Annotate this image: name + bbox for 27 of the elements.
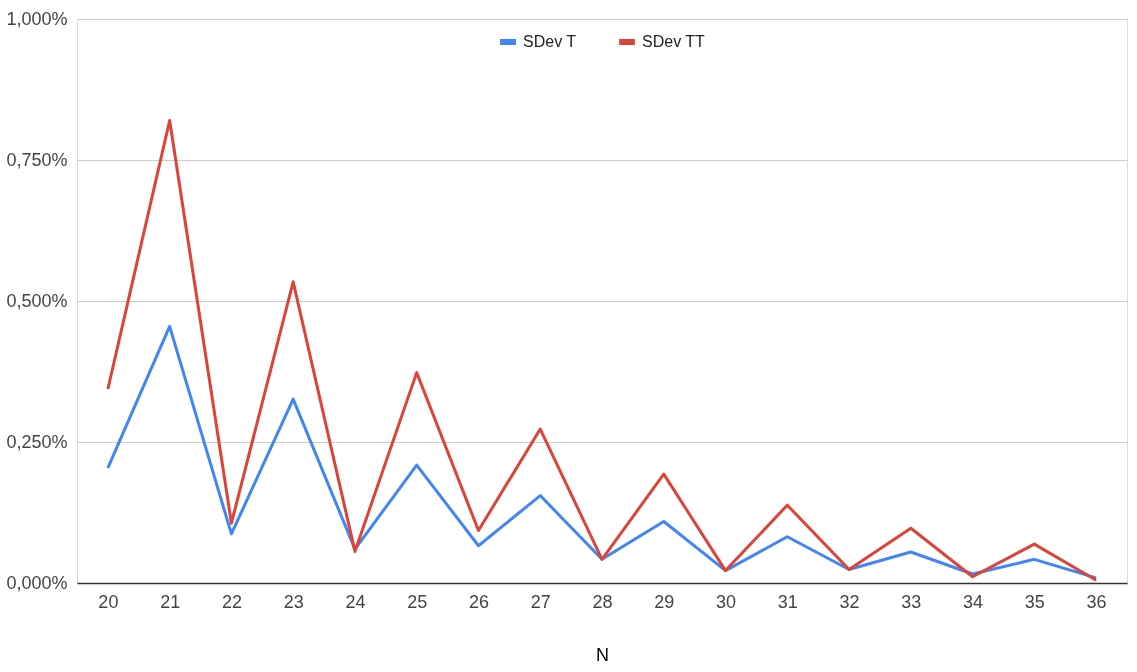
x-tick-label: 35 bbox=[1024, 591, 1045, 612]
x-tick-label: 33 bbox=[901, 591, 922, 612]
y-tick-label: 0,000% bbox=[6, 572, 68, 593]
x-tick-label: 24 bbox=[345, 591, 366, 612]
x-tick-label: 32 bbox=[839, 591, 860, 612]
y-tick-label: 0,250% bbox=[6, 431, 68, 452]
y-tick-label: 0,750% bbox=[6, 149, 68, 170]
x-tick-label: 36 bbox=[1086, 591, 1107, 612]
x-tick-label: 20 bbox=[98, 591, 119, 612]
x-tick-label: 21 bbox=[160, 591, 181, 612]
line-series bbox=[106, 119, 1098, 582]
legend-label: SDev T bbox=[523, 33, 577, 50]
x-tick-label: 30 bbox=[716, 591, 737, 612]
x-tick-label: 26 bbox=[468, 591, 489, 612]
x-tick-label: 31 bbox=[777, 591, 798, 612]
x-tick-label: 23 bbox=[283, 591, 304, 612]
x-tick-label: 34 bbox=[963, 591, 984, 612]
x-tick-label: 29 bbox=[654, 591, 675, 612]
x-tick-label: 27 bbox=[530, 591, 551, 612]
x-tick-label: 22 bbox=[221, 591, 242, 612]
y-tick-label: 1,000% bbox=[6, 8, 68, 29]
x-tick-label: 28 bbox=[592, 591, 613, 612]
y-tick-label: 0,500% bbox=[6, 290, 68, 311]
legend-label: SDev TT bbox=[642, 33, 706, 50]
x-axis-title: N bbox=[596, 644, 609, 665]
line-series bbox=[106, 324, 1098, 580]
x-tick-label: 25 bbox=[407, 591, 428, 612]
